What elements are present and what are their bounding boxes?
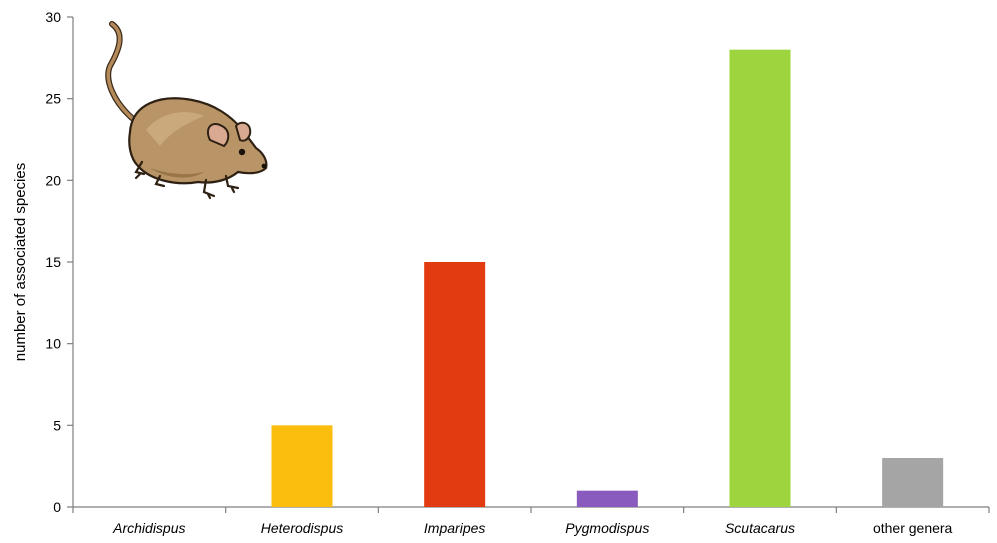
y-tick-label: 20 [45,172,61,188]
x-tick-label: Pygmodispus [565,520,649,536]
x-tick-label: Imparipes [424,520,485,536]
y-tick-label: 30 [45,9,61,25]
x-tick-label: Heterodispus [261,520,344,536]
y-tick-label: 5 [53,417,61,433]
bar-imparipes [424,262,486,507]
x-tick-label: other genera [873,520,953,536]
x-tick-label: Scutacarus [725,520,795,536]
y-tick-label: 25 [45,91,61,107]
y-tick-label: 0 [53,499,61,515]
bars [271,49,944,508]
y-axis-label: number of associated species [12,163,29,361]
y-tick-label: 15 [45,254,61,270]
x-tick-label: Archidispus [112,520,185,536]
bar-pygmodispus [576,490,638,507]
axes [67,16,990,513]
bar-other-genera [882,458,944,507]
mouse-illustration [105,21,268,200]
bar-scutacarus [729,49,791,508]
labels: 0 5 10 15 20 25 30 Archidispus Heterodispus Impar… [12,9,953,536]
bar-heterodispus [271,425,333,507]
y-tick-label: 10 [45,336,61,352]
